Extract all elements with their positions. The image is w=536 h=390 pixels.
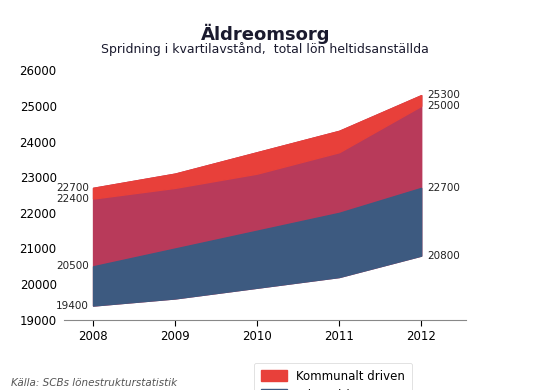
Text: 20800: 20800 <box>427 251 459 261</box>
Title: Äldreomsorg: Äldreomsorg <box>200 23 330 44</box>
Text: 22700: 22700 <box>427 183 460 193</box>
Legend: Kommunalt driven, Privat driven: Kommunalt driven, Privat driven <box>254 363 412 390</box>
Text: 22400: 22400 <box>56 193 89 204</box>
Text: 19400: 19400 <box>56 301 89 310</box>
Text: 25300: 25300 <box>427 90 460 100</box>
Text: Källa: SCBs lönestrukturstatistik: Källa: SCBs lönestrukturstatistik <box>11 378 177 388</box>
Text: Spridning i kvartilavstånd,  total lön heltidsanställda: Spridning i kvartilavstånd, total lön he… <box>101 43 429 57</box>
Text: 22700: 22700 <box>56 183 89 193</box>
Text: 25000: 25000 <box>427 101 459 111</box>
Text: 20500: 20500 <box>56 261 89 271</box>
